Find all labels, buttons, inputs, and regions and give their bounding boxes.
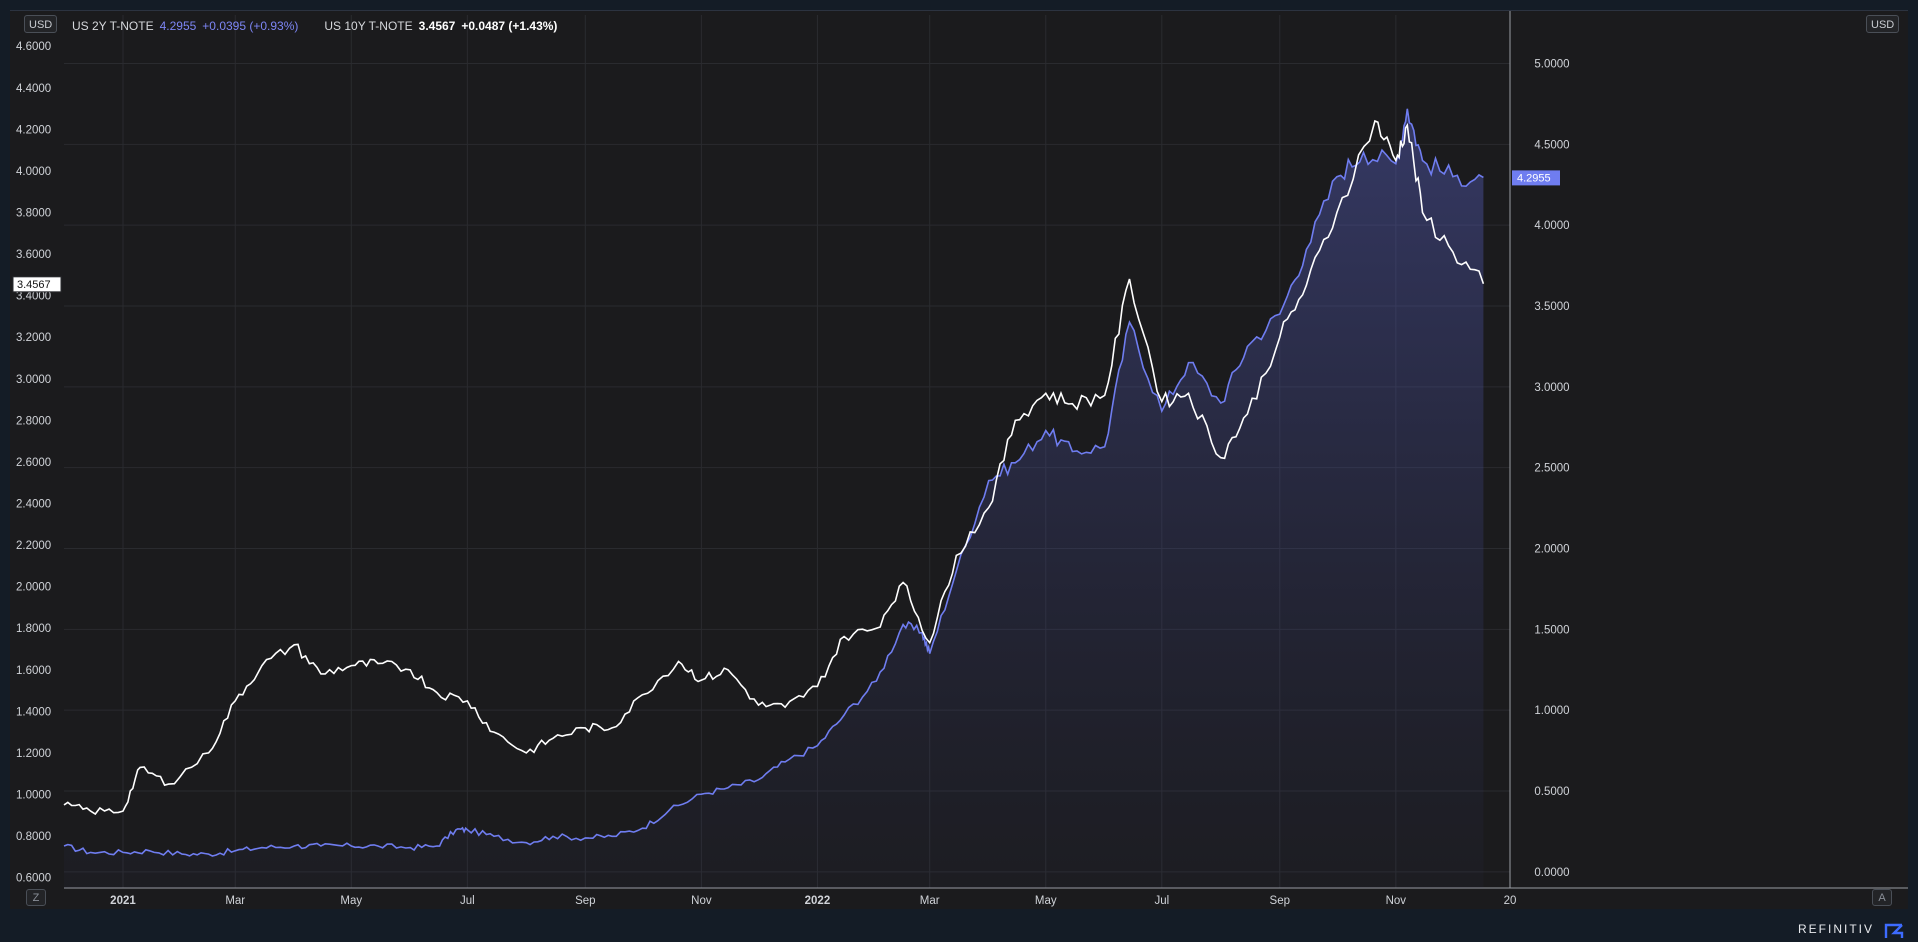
left-tick-label: 1.6000 xyxy=(16,665,51,677)
series-10y-line[interactable] xyxy=(63,119,1485,816)
legend-2y-name[interactable]: US 2Y T-NOTE xyxy=(72,19,154,33)
left-tick-label: 3.4000 xyxy=(16,291,51,303)
legend-10y-change: +0.0487 (+1.43%) xyxy=(461,19,558,33)
left-tick-label: 3.6000 xyxy=(16,249,51,261)
right-tick-label: 2.0000 xyxy=(1534,544,1569,556)
left-tick-label: 2.6000 xyxy=(16,457,51,469)
left-tick-label: 4.6000 xyxy=(16,41,51,53)
right-tick-label: 5.0000 xyxy=(1534,59,1569,71)
x-tick-label: Sep xyxy=(575,895,595,907)
left-tick-label: 1.0000 xyxy=(16,789,51,801)
left-tick-label: 2.4000 xyxy=(16,498,51,510)
x-tick-label: Mar xyxy=(225,895,245,907)
x-tick-label: Jul xyxy=(460,895,475,907)
currency-right-badge[interactable]: USD xyxy=(1866,15,1900,33)
right-tick-label: 3.0000 xyxy=(1534,382,1569,394)
left-tick-label: 4.2000 xyxy=(16,124,51,136)
brand-name: REFINITIV xyxy=(1797,922,1874,936)
right-tick-label: 4.0000 xyxy=(1534,220,1569,232)
left-tick-label: 3.0000 xyxy=(16,374,51,386)
legend-10y-value: 3.4567 xyxy=(418,19,456,33)
left-tick-label: 4.0000 xyxy=(16,166,51,178)
right-tick-label: 0.5000 xyxy=(1534,786,1569,798)
last-value-left-label: 3.4567 xyxy=(17,279,51,291)
zoom-button[interactable]: Z xyxy=(26,889,46,906)
x-tick-label: Jul xyxy=(1154,895,1169,907)
x-tick-label: 20 xyxy=(1504,895,1517,907)
left-axis-ticks: 0.6000 0.8000 1.0000 1.2000 1.4000 1.6000 1.80… xyxy=(16,41,51,884)
last-value-left-box xyxy=(12,276,62,293)
last-value-right-label: 4.2955 xyxy=(1517,172,1551,184)
last-value-right-box xyxy=(1512,170,1560,186)
x-tick-label: May xyxy=(1035,895,1057,907)
left-tick-label: 1.4000 xyxy=(16,706,51,718)
left-tick-label: 2.2000 xyxy=(16,540,51,552)
left-tick-label: 1.8000 xyxy=(16,623,51,635)
x-tick-label: Nov xyxy=(1386,895,1407,907)
legend: US 2Y T-NOTE 4.2955 +0.0395 (+0.93%) US … xyxy=(72,19,557,33)
left-tick-label: 0.8000 xyxy=(16,831,51,843)
series-2y-area xyxy=(64,108,1484,889)
x-tick-label: Nov xyxy=(691,895,712,907)
refinitiv-logo-icon xyxy=(1884,923,1904,938)
left-tick-label: 4.4000 xyxy=(16,83,51,95)
chart-frame: 0.6000 0.8000 1.0000 1.2000 1.4000 1.6000 1.80… xyxy=(10,10,1908,909)
legend-2y-value: 4.2955 xyxy=(159,19,197,33)
series-2y-line[interactable] xyxy=(63,108,1484,857)
x-tick-label: Sep xyxy=(1270,895,1290,907)
legend-10y-name[interactable]: US 10Y T-NOTE xyxy=(324,19,413,33)
x-tick-label: 2022 xyxy=(805,895,831,907)
x-axis-ticks: 2021 Mar May Jul Sep Nov 2022 Mar May Jul Sep Nov 20 xyxy=(110,895,1516,907)
left-tick-label: 3.2000 xyxy=(16,332,51,344)
right-tick-label: 4.5000 xyxy=(1534,139,1569,151)
right-tick-label: 2.5000 xyxy=(1534,463,1569,475)
currency-left-badge[interactable]: USD xyxy=(24,15,58,33)
right-tick-label: 3.5000 xyxy=(1534,301,1569,313)
x-tick-label: 2021 xyxy=(110,895,136,907)
right-axis-ticks: 0.0000 0.5000 1.0000 1.5000 2.0000 2.5000 3.00… xyxy=(1534,59,1569,879)
x-tick-label: May xyxy=(340,895,362,907)
left-tick-label: 1.2000 xyxy=(16,748,51,760)
right-tick-label: 0.0000 xyxy=(1534,867,1569,879)
left-tick-label: 0.6000 xyxy=(16,873,51,885)
chart-svg[interactable]: 0.6000 0.8000 1.0000 1.2000 1.4000 1.6000 1.80… xyxy=(10,11,1908,909)
left-tick-label: 2.8000 xyxy=(16,415,51,427)
x-tick-label: Mar xyxy=(920,895,940,907)
left-tick-label: 2.0000 xyxy=(16,582,51,594)
left-tick-label: 3.8000 xyxy=(16,207,51,219)
right-tick-label: 1.0000 xyxy=(1534,705,1569,717)
legend-2y-change: +0.0395 (+0.93%) xyxy=(202,19,299,33)
auto-scale-button[interactable]: A xyxy=(1872,889,1892,906)
right-tick-label: 1.5000 xyxy=(1534,624,1569,636)
